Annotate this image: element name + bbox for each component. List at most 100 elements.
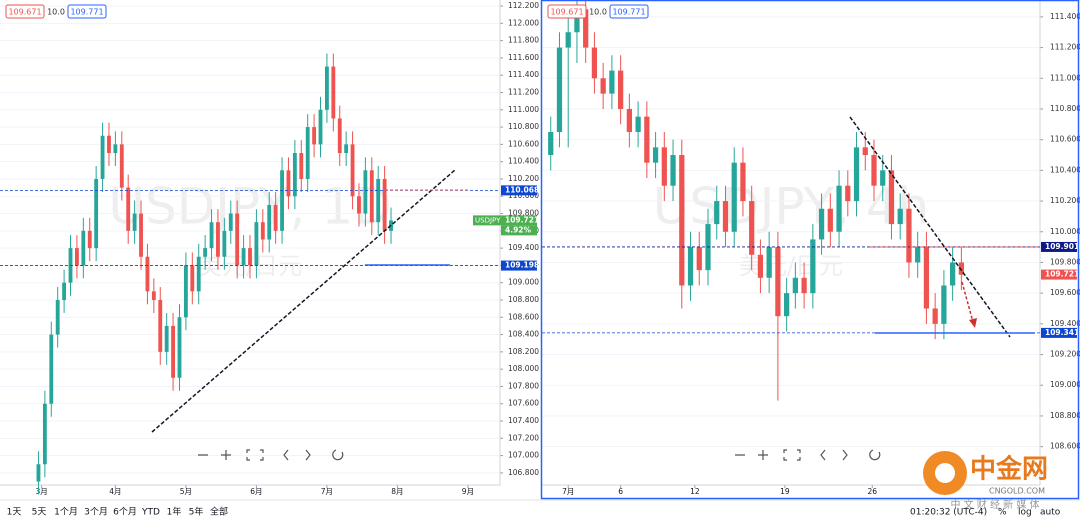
candle-body bbox=[100, 135, 105, 179]
candle-body bbox=[880, 170, 886, 186]
price-label: 109.721 bbox=[1045, 270, 1079, 279]
y-tick-label: 107.800 bbox=[508, 381, 539, 390]
range-button[interactable]: 5天 bbox=[32, 508, 47, 518]
candle-body bbox=[635, 116, 641, 132]
price-label: 110.068 bbox=[505, 185, 539, 194]
y-tick-label: 111.000 bbox=[1050, 73, 1080, 82]
header-badge bbox=[547, 4, 587, 19]
candle-body bbox=[714, 201, 720, 225]
price-label: 109.341 bbox=[1045, 328, 1079, 337]
range-button[interactable]: 全部 bbox=[210, 506, 228, 518]
y-tick-label: 109.800 bbox=[1050, 257, 1080, 266]
header-value: 109.671 bbox=[550, 8, 583, 17]
change-bg bbox=[501, 225, 537, 236]
charts: USDJPY, 1D 美元/日元 106.800 107.000 107.200 107.… bbox=[0, 0, 1080, 496]
candle-body bbox=[350, 144, 355, 197]
candle-body bbox=[177, 317, 182, 378]
y-tick-label: 107.000 bbox=[508, 451, 539, 460]
candle-body bbox=[119, 144, 124, 188]
y-tick-label: 109.000 bbox=[508, 278, 539, 287]
header-value: 10.0 bbox=[589, 8, 607, 17]
x-tick-label: 12 bbox=[690, 487, 700, 496]
range-button[interactable]: YTD bbox=[141, 508, 160, 518]
candle-body bbox=[235, 213, 240, 266]
x-tick-label: 6 bbox=[618, 487, 623, 496]
change-label: 4.92% bbox=[505, 225, 532, 234]
y-tick-label: 111.400 bbox=[1050, 12, 1080, 21]
candle-body bbox=[548, 131, 554, 156]
y-tick-label: 110.400 bbox=[1050, 165, 1080, 174]
candle-body bbox=[171, 325, 175, 378]
price-label: 109.721 bbox=[505, 215, 539, 224]
header-value: 10.0 bbox=[47, 8, 65, 17]
y-tick-label: 112.200 bbox=[508, 1, 539, 10]
range-button[interactable]: 3个月 bbox=[84, 507, 108, 518]
candle-body bbox=[267, 204, 272, 240]
logo-slogan: 中 文 财 经 新 媒 体 bbox=[950, 498, 1039, 511]
symbol-tag: USDJPY bbox=[475, 216, 501, 224]
candle-body bbox=[792, 277, 798, 294]
y-tick-label: 107.600 bbox=[508, 399, 539, 408]
candle-body bbox=[906, 208, 912, 263]
symbol-tag-bg bbox=[473, 215, 501, 226]
candle-body bbox=[749, 201, 755, 255]
range-button[interactable]: 1个月 bbox=[54, 507, 78, 518]
candle-body bbox=[565, 32, 571, 48]
candle-body bbox=[260, 222, 265, 240]
range-button[interactable]: 1年 bbox=[167, 506, 182, 518]
candle-body bbox=[827, 208, 833, 232]
candle-body bbox=[62, 282, 67, 300]
candle-body bbox=[376, 178, 381, 223]
scale-option[interactable]: % bbox=[998, 508, 1007, 518]
logo-icon bbox=[935, 463, 955, 483]
candle-body bbox=[292, 153, 297, 197]
y-tick-label: 110.000 bbox=[508, 191, 539, 200]
candle-body bbox=[810, 239, 816, 294]
candle-body bbox=[766, 247, 772, 278]
x-tick-label: 6月 bbox=[250, 487, 262, 496]
y-tick-label: 111.000 bbox=[508, 105, 539, 114]
candle-body bbox=[369, 170, 374, 223]
candle-body bbox=[915, 247, 921, 263]
candle-body bbox=[75, 248, 79, 266]
y-tick-label: 111.800 bbox=[508, 36, 539, 45]
range-button[interactable]: 5年 bbox=[189, 506, 204, 518]
candle-body bbox=[241, 248, 246, 266]
y-tick-label: 108.800 bbox=[508, 295, 539, 304]
selected-frame bbox=[540, 0, 1080, 500]
candle-body bbox=[731, 162, 737, 232]
candle-body bbox=[158, 299, 163, 352]
y-tick-label: 110.200 bbox=[508, 174, 539, 183]
candle-body bbox=[145, 256, 150, 292]
candle-body bbox=[958, 262, 964, 275]
trend-line bbox=[849, 116, 1011, 338]
candle-body bbox=[280, 170, 284, 231]
candle-body bbox=[325, 66, 329, 110]
candle-body bbox=[94, 178, 99, 249]
candle-body bbox=[845, 185, 851, 202]
y-tick-label: 110.200 bbox=[1050, 196, 1080, 205]
candle-body bbox=[344, 144, 349, 154]
scale-option[interactable]: auto bbox=[1040, 508, 1061, 518]
candle-body bbox=[286, 170, 291, 197]
candle-body bbox=[862, 147, 868, 156]
candle-body bbox=[273, 204, 278, 231]
candle-body bbox=[696, 247, 702, 271]
zoom-controls[interactable] bbox=[198, 449, 881, 461]
y-tick-label: 107.400 bbox=[508, 416, 539, 425]
range-button[interactable]: 6个月 bbox=[113, 507, 137, 518]
y-tick-label: 109.400 bbox=[508, 243, 539, 252]
candle-body bbox=[932, 308, 938, 324]
price-label-bg bbox=[1041, 269, 1077, 280]
range-button[interactable]: 1天 bbox=[7, 508, 22, 518]
candle-body bbox=[36, 464, 41, 482]
y-tick-label: 109.800 bbox=[508, 209, 539, 218]
candle-body bbox=[670, 155, 676, 186]
candle-body bbox=[190, 265, 195, 292]
price-label: 109.901 bbox=[1045, 242, 1079, 251]
candle-body bbox=[556, 47, 563, 132]
scale-option[interactable]: log bbox=[1018, 508, 1032, 518]
y-tick-label: 110.000 bbox=[1050, 227, 1080, 236]
price-label-bg bbox=[501, 215, 537, 226]
candle-body bbox=[196, 256, 201, 292]
